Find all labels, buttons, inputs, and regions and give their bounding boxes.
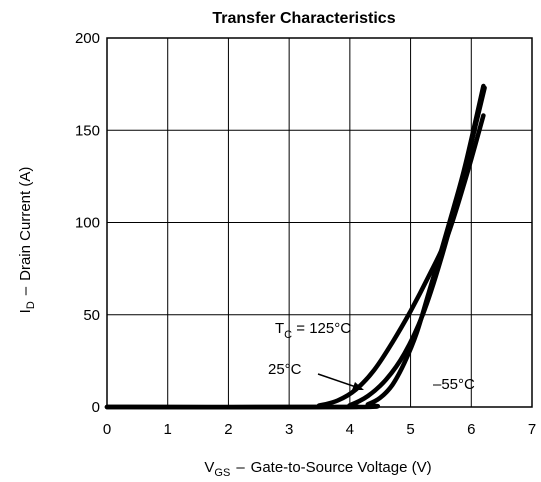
series-line-2 (104, 85, 487, 410)
x-axis-label: VGS – Gate-to-Source Voltage (V) (204, 459, 431, 479)
y-tick-label: 50 (83, 307, 100, 324)
y-tick-label: 200 (75, 30, 100, 47)
annotation-tc-125: TC = 125°C (275, 320, 351, 341)
data-curves (104, 83, 487, 410)
y-axis-label: ID–Drain Current (A) (17, 167, 37, 314)
x-tick-label: 2 (224, 421, 232, 438)
grid (106, 37, 533, 408)
x-tick-label: 5 (406, 421, 414, 438)
annotation-arrow-line (317, 373, 357, 388)
y-tick-label: 0 (92, 399, 100, 416)
x-tick-label: 0 (103, 421, 111, 438)
x-tick-label: 3 (285, 421, 293, 438)
y-tick-label: 100 (75, 215, 100, 232)
x-tick-labels: 0 1 2 3 4 5 6 7 (103, 421, 536, 438)
y-tick-labels: 0 50 100 150 200 (75, 30, 100, 416)
annotation-arrowhead (352, 382, 364, 390)
plot-frame (106, 37, 533, 408)
annotation-25c: 25°C (268, 361, 302, 378)
x-tick-label: 7 (528, 421, 536, 438)
series-line-3 (104, 83, 486, 410)
annotation-minus55c: –55°C (433, 376, 475, 393)
x-tick-label: 4 (346, 421, 354, 438)
y-tick-label: 150 (75, 122, 100, 139)
chart-title: Transfer Characteristics (212, 10, 395, 27)
x-tick-label: 1 (164, 421, 172, 438)
x-tick-label: 6 (467, 421, 475, 438)
